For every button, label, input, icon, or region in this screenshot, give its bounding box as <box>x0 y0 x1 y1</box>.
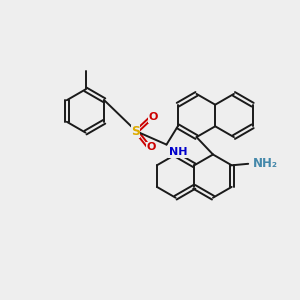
Text: S: S <box>131 125 140 138</box>
Text: O: O <box>147 142 156 152</box>
Text: O: O <box>149 112 158 122</box>
Text: NH: NH <box>169 147 188 157</box>
Text: NH₂: NH₂ <box>253 157 278 170</box>
